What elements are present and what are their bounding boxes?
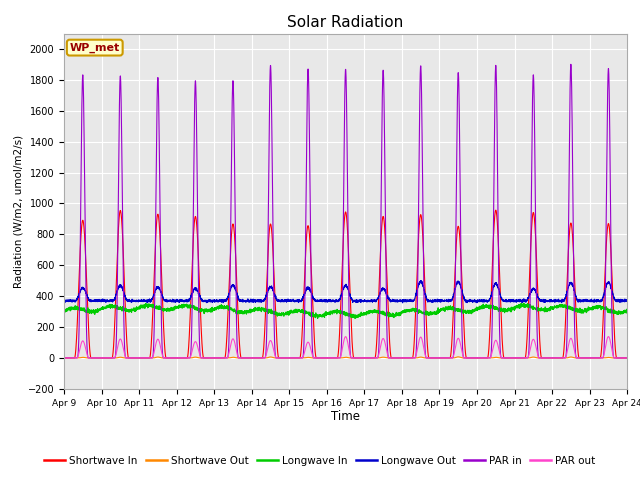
Longwave In (623, 308, 630, 314)
Longwave Out (623, 297, 630, 302)
Shortwave Out (161, 355, 169, 361)
Shortwave Out (324, 355, 332, 361)
Shortwave In (623, 355, 631, 361)
Title: Solar Radiation: Solar Radiation (287, 15, 404, 30)
PAR out (605, 334, 612, 339)
Longwave In (472, 305, 480, 311)
PAR out (472, 355, 479, 361)
PAR in (324, 355, 332, 361)
Shortwave In (472, 355, 479, 361)
PAR in (60, 355, 68, 361)
PAR in (441, 355, 449, 361)
PAR out (623, 355, 630, 361)
Shortwave Out (472, 355, 480, 361)
Longwave Out (441, 298, 449, 304)
Shortwave In (492, 207, 500, 213)
Shortwave In (504, 355, 512, 361)
Shortwave In (324, 355, 332, 361)
PAR out (324, 355, 332, 361)
Line: PAR out: PAR out (64, 336, 627, 358)
Longwave Out (399, 300, 406, 306)
Longwave Out (324, 299, 332, 304)
Line: Longwave Out: Longwave Out (64, 281, 627, 303)
Longwave Out (472, 298, 480, 304)
PAR in (472, 355, 479, 361)
PAR out (441, 355, 449, 361)
Line: Shortwave Out: Shortwave Out (64, 357, 627, 358)
Shortwave Out (623, 355, 631, 361)
PAR in (623, 355, 630, 361)
Longwave In (520, 300, 528, 306)
Longwave Out (161, 298, 169, 303)
Longwave In (325, 311, 333, 316)
PAR out (504, 355, 511, 361)
PAR in (161, 355, 169, 361)
PAR in (567, 61, 575, 67)
Longwave In (60, 309, 68, 315)
PAR out (623, 355, 631, 361)
Shortwave Out (454, 354, 462, 360)
Shortwave In (441, 355, 449, 361)
Line: Shortwave In: Shortwave In (64, 210, 627, 358)
Longwave Out (504, 299, 512, 305)
Shortwave In (60, 355, 68, 361)
Legend: Shortwave In, Shortwave Out, Longwave In, Longwave Out, PAR in, PAR out: Shortwave In, Shortwave Out, Longwave In… (40, 452, 600, 470)
Shortwave Out (441, 355, 449, 361)
Line: PAR in: PAR in (64, 64, 627, 358)
Text: WP_met: WP_met (70, 43, 120, 53)
Y-axis label: Radiation (W/m2, umol/m2/s): Radiation (W/m2, umol/m2/s) (13, 134, 24, 288)
Longwave In (314, 316, 321, 322)
Longwave In (441, 306, 449, 312)
Shortwave Out (623, 355, 630, 361)
PAR in (623, 355, 631, 361)
Shortwave In (161, 350, 169, 356)
X-axis label: Time: Time (331, 410, 360, 423)
Line: Longwave In: Longwave In (64, 303, 627, 319)
Longwave Out (417, 278, 424, 284)
Longwave Out (60, 298, 68, 304)
PAR out (161, 355, 169, 361)
Shortwave In (623, 355, 630, 361)
Longwave In (623, 308, 631, 313)
Longwave In (161, 307, 169, 312)
Shortwave Out (504, 355, 512, 361)
PAR out (60, 355, 68, 361)
Shortwave Out (60, 355, 68, 361)
PAR in (504, 355, 511, 361)
Longwave Out (623, 298, 631, 303)
Longwave In (504, 307, 512, 312)
